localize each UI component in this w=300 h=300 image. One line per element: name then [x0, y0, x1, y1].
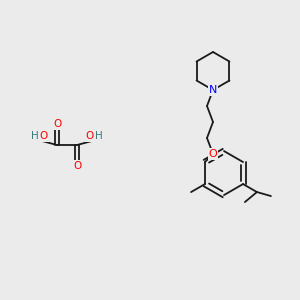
- Text: O: O: [86, 131, 94, 141]
- Text: O: O: [208, 149, 217, 159]
- Text: H: H: [95, 131, 103, 141]
- Text: H: H: [31, 131, 39, 141]
- Text: N: N: [209, 85, 217, 95]
- Text: O: O: [53, 119, 61, 129]
- Text: O: O: [40, 131, 48, 141]
- Text: O: O: [73, 161, 81, 171]
